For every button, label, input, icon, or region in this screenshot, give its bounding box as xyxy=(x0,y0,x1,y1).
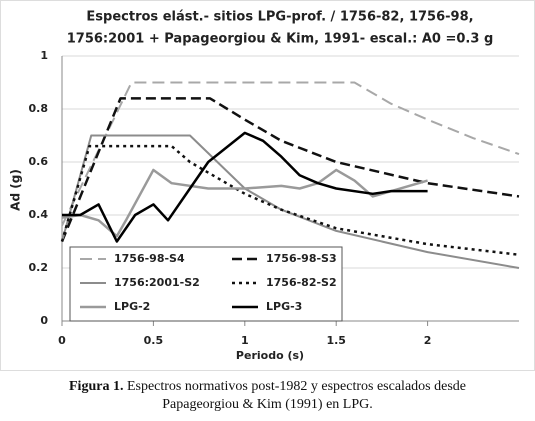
chart-title: Espectros elást.- sitios LPG-prof. / 175… xyxy=(86,10,473,25)
x-tick-label: 0.5 xyxy=(144,334,164,347)
x-tick-label: 1 xyxy=(241,334,249,347)
x-tick-label: 1.5 xyxy=(326,334,346,347)
y-tick-label: 0.6 xyxy=(29,155,49,168)
legend-label: 1756-98-S3 xyxy=(266,252,337,265)
series-line xyxy=(62,131,428,243)
series-line xyxy=(61,134,520,269)
y-tick-label: 0.4 xyxy=(29,208,49,221)
x-axis-label: Periodo (s) xyxy=(236,349,304,362)
caption-label: Figura 1. xyxy=(69,379,124,394)
x-tick-label: 2 xyxy=(424,334,432,347)
y-tick-label: 0.8 xyxy=(29,102,49,115)
caption-text: Espectros normativos post-1982 y espectr… xyxy=(126,379,466,412)
legend-label: 1756-82-S2 xyxy=(266,276,337,289)
y-tick-label: 0.2 xyxy=(29,261,49,274)
legend-label: 1756:2001-S2 xyxy=(114,276,200,289)
legend-label: LPG-2 xyxy=(114,300,150,313)
series-line xyxy=(60,144,520,256)
series-line xyxy=(60,97,520,242)
y-tick-label: 1 xyxy=(40,49,48,62)
x-tick-label: 0 xyxy=(58,334,66,347)
chart: Espectros elást.- sitios LPG-prof. / 175… xyxy=(0,0,535,371)
chart-title: 1756:2001 + Papageorgiou & Kim, 1991- es… xyxy=(67,32,494,47)
legend-label: LPG-3 xyxy=(266,300,302,313)
series-line xyxy=(61,81,520,227)
legend-box xyxy=(69,246,343,322)
caption: Figura 1. Espectros normativos post-1982… xyxy=(40,378,495,414)
legend-label: 1756-98-S4 xyxy=(114,252,185,265)
y-axis-label: Ad (g) xyxy=(9,169,23,211)
y-tick-label: 0 xyxy=(40,314,48,327)
